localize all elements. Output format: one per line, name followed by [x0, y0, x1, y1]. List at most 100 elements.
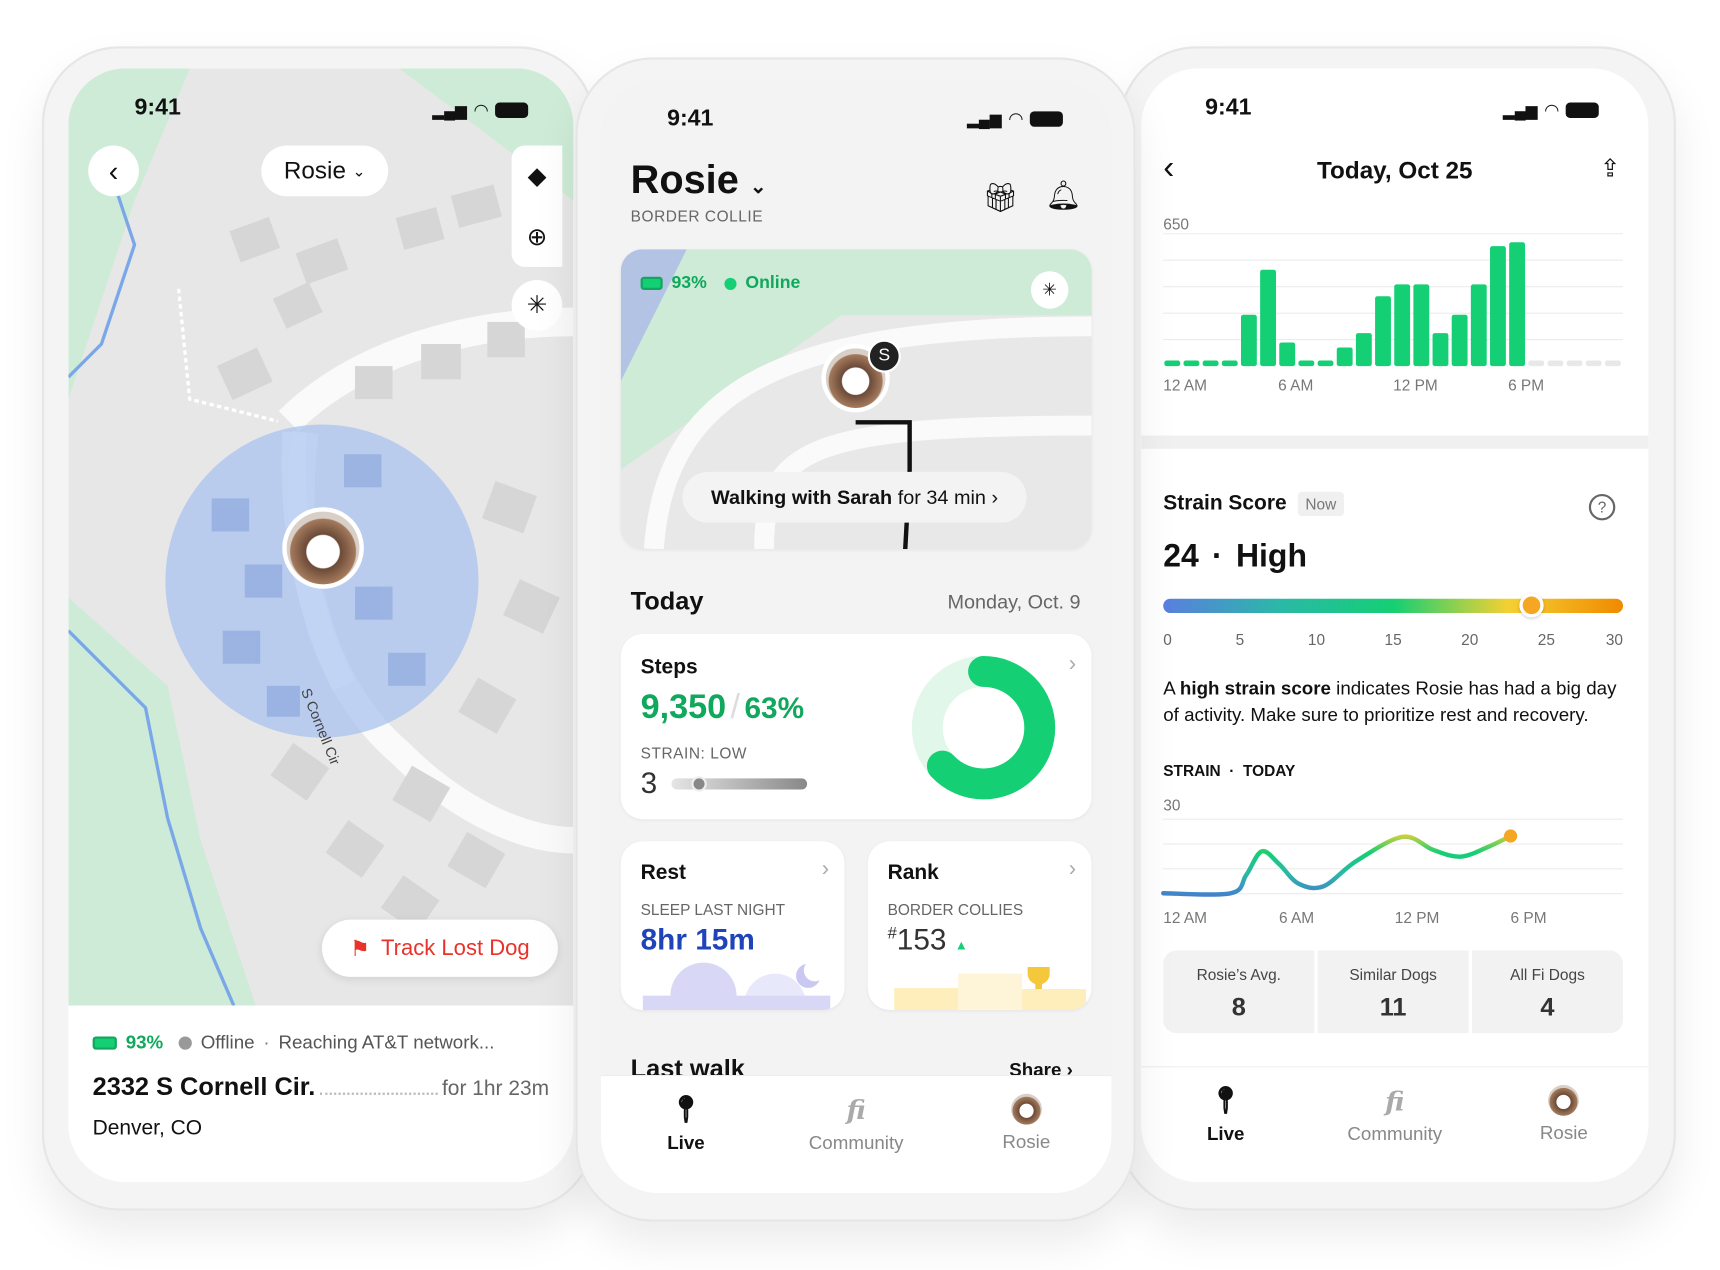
signal-button[interactable]: ✳	[1030, 271, 1069, 309]
rest-title: Rest	[640, 861, 687, 885]
x-tick-label: 6 AM	[1279, 910, 1314, 927]
battery-icon	[92, 1036, 117, 1050]
bar	[1375, 296, 1391, 367]
connection-detail: Reaching AT&T network...	[278, 1032, 495, 1053]
bar	[1317, 360, 1334, 367]
bar	[1566, 360, 1583, 367]
strain-line	[1161, 833, 1513, 897]
chevron-right-icon[interactable]: ›	[1068, 651, 1077, 676]
gift-icon[interactable]: 🎁︎	[982, 180, 1019, 214]
track-lost-dog-button[interactable]: ⚑ Track Lost Dog	[321, 919, 558, 977]
tab-live[interactable]: 📍︎ Live	[1160, 1085, 1292, 1146]
tab-community[interactable]: fi Community	[790, 1094, 922, 1155]
map-tools: ◆ ⊕	[511, 145, 563, 267]
walk-status: Walking with Sarah	[710, 485, 893, 508]
rank-value: 153	[896, 922, 947, 956]
bar	[1413, 284, 1430, 367]
y-tick-label: 650	[1163, 216, 1189, 233]
online-dot	[724, 277, 737, 290]
bar	[1336, 347, 1353, 367]
page-title: Today, Oct 25	[1317, 156, 1473, 185]
steps-donut	[911, 656, 1056, 800]
connection-status: Offline	[200, 1032, 255, 1053]
tab-bar: 📍︎ Live fi Community Rosie	[1141, 1066, 1649, 1182]
scale-tick: 10	[1307, 630, 1326, 649]
bar	[1202, 360, 1219, 367]
bar	[1240, 314, 1257, 367]
bar	[1604, 360, 1621, 367]
pin-icon: 📍︎	[669, 1094, 703, 1125]
signal-button[interactable]: ✳	[511, 280, 563, 331]
back-button[interactable]: ‹	[88, 145, 139, 197]
online-status: Online	[745, 273, 801, 293]
chevron-right-icon: ›	[1068, 856, 1077, 881]
strain-scale-bar	[1163, 593, 1624, 618]
scale-tick: 25	[1537, 630, 1555, 649]
dog-selector[interactable]: Rosie ⌄	[261, 145, 389, 197]
rank-title: Rank	[887, 861, 939, 885]
bar	[1432, 333, 1449, 367]
podium-illustration	[894, 966, 1087, 1010]
status-icons: ▂▄▆ ◠	[967, 108, 1064, 130]
offline-dot	[178, 1036, 192, 1050]
walk-status-pill[interactable]: Walking with Sarah for 34 min ›	[682, 471, 1027, 523]
now-badge: Now	[1297, 491, 1345, 517]
pin-icon: 📍︎	[1208, 1086, 1243, 1116]
scale-ticks: 0 5 10 15 20 25 30	[1163, 631, 1623, 651]
tab-live[interactable]: 📍︎ Live	[620, 1094, 752, 1155]
dog-name-selector[interactable]: Rosie ⌄	[631, 157, 767, 203]
map[interactable]	[68, 68, 574, 1006]
x-tick-label: 12 PM	[1395, 910, 1440, 927]
bar	[1221, 360, 1238, 367]
steps-card[interactable]: Steps 9,350/63% STRAIN: LOW 3 ›	[620, 633, 1092, 820]
breed: BORDER COLLIE	[630, 207, 764, 225]
strain-stats: Rosie’s Avg. 8 Similar Dogs 11 All Fi Dogs…	[1163, 950, 1624, 1034]
bar	[1585, 360, 1602, 367]
tab-label: Rosie	[1002, 1131, 1051, 1153]
bar	[1298, 360, 1315, 367]
share-icon[interactable]: ⇪	[1599, 154, 1621, 182]
track-lost-dog-label: Track Lost Dog	[380, 935, 530, 960]
dashboard-screen: 9:41 ▂▄▆ ◠ Rosie ⌄ BORDER COLLIE 🎁︎ 🔔︎ 93…	[600, 79, 1112, 1194]
today-date: Monday, Oct. 9	[947, 590, 1081, 614]
bar	[1470, 284, 1487, 367]
locate-icon[interactable]: ⊕	[526, 222, 548, 250]
bell-icon[interactable]: 🔔︎	[1045, 178, 1082, 212]
dog-location-marker[interactable]	[282, 507, 364, 589]
scale-tick: 15	[1384, 630, 1402, 649]
walker-badge: S	[867, 339, 901, 373]
strain-level: High	[1235, 539, 1307, 575]
dog-avatar-icon	[1548, 1084, 1580, 1116]
rest-card[interactable]: Rest › SLEEP LAST NIGHT 8hr 15m	[620, 841, 845, 1010]
tab-label: Rosie	[1539, 1122, 1588, 1144]
status-icons: ▂▄▆ ◠	[432, 99, 529, 121]
tab-rosie[interactable]: Rosie	[960, 1093, 1092, 1154]
tab-bar: 📍︎ Live fi Community Rosie	[600, 1075, 1112, 1194]
help-icon[interactable]: ?	[1588, 493, 1616, 521]
status-time: 9:41	[1205, 94, 1252, 121]
bar	[1394, 284, 1411, 367]
current-point	[1503, 829, 1518, 843]
steps-count: 9,350	[640, 686, 727, 726]
left-phone: S Cornell Cir 9:41 ▂▄▆ ◠ ‹ Rosie ⌄ ◆ ⊕ ✳ ⚑ T…	[41, 46, 596, 1211]
fi-logo-icon: fi	[846, 1093, 866, 1126]
dog-selector-label: Rosie	[283, 156, 346, 185]
rank-card[interactable]: Rank › BORDER COLLIES #153 ▲	[867, 841, 1092, 1010]
back-button[interactable]: ‹	[1163, 149, 1175, 187]
x-tick-label: 12 PM	[1393, 377, 1438, 394]
strain-score-title: Strain Score	[1163, 491, 1287, 515]
scale-tick: 30	[1605, 630, 1624, 649]
live-map-card[interactable]: 93% Online ✳ S Walking with Sarah for 34 …	[620, 249, 1092, 550]
status-time: 9:41	[667, 105, 714, 132]
dog-photo	[286, 511, 360, 585]
middle-phone: 9:41 ▂▄▆ ◠ Rosie ⌄ BORDER COLLIE 🎁︎ 🔔︎ 93…	[575, 57, 1136, 1222]
hash: #	[887, 923, 897, 943]
status-icons: ▂▄▆ ◠	[1503, 99, 1600, 121]
y-tick-label: 30	[1163, 797, 1180, 814]
strain-bar	[671, 776, 808, 792]
tab-rosie[interactable]: Rosie	[1498, 1084, 1630, 1145]
tab-community[interactable]: fi Community	[1329, 1085, 1461, 1146]
location-duration: for 1hr 23m	[441, 1077, 550, 1101]
layers-icon[interactable]: ◆	[527, 161, 547, 190]
address: 2332 S Cornell Cir.	[92, 1071, 316, 1101]
